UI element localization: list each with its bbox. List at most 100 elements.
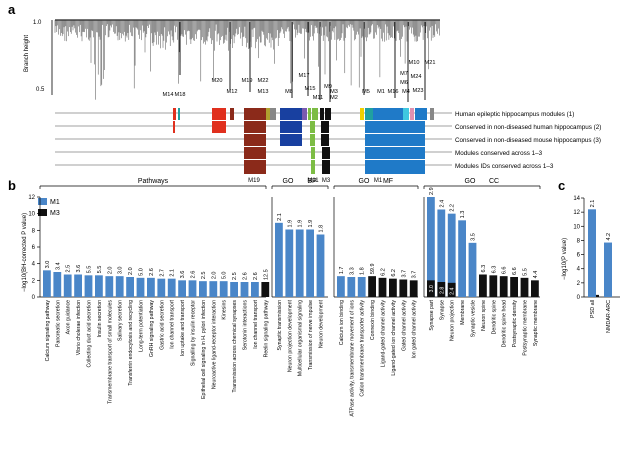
track-tail-2 [322,164,330,174]
top-module-label-M8: M8 [285,89,293,95]
c-category-label-1: NMDAR-ARC [606,300,612,333]
b-bar-m1-0-9 [136,277,145,297]
top-module-label-M2: M2 [330,95,338,101]
b-category-label-0-4: Collecting duct acid secretion [87,300,93,368]
b-bar-m1-0-0 [43,270,51,297]
b-bar-m3-3-1 [437,282,446,297]
top-module-label-M23: M23 [413,88,424,94]
dendrogram-branches [54,19,440,102]
b-bar-m1-0-14 [188,280,197,297]
track-label-1: Conserved in non-diseased human hippocam… [455,124,601,131]
track-tail-0 [244,164,266,174]
top-module-label-M12: M12 [227,89,238,95]
b-group-title-0: Pathways [138,178,169,185]
track-block-0 [173,108,176,120]
b-data-label-0-10: 2.6 [149,268,155,276]
b-bar-m1-0-17 [219,281,228,297]
track-tail-3 [365,164,425,174]
b-data-label-3-5: 6.3 [481,265,487,273]
b-data-label-1-0: 2.1 [277,213,283,221]
b-bar-m1-1-3 [306,229,314,297]
b-data-label-3-4: 3.5 [471,233,477,241]
legend-swatch-m3 [38,209,47,216]
b-data-label-0-12: 2.1 [170,269,176,277]
b-bar-m1-2-0 [337,276,345,297]
c-ytick-label-6: 12 [573,210,580,216]
track-block-16 [403,108,409,120]
b-data-label-1-1: 1.9 [287,220,293,228]
bar-chart-c: −log10(P value) 0 2 4 6 8 10 12 14 2.1 PSD all 4.2 N… [562,196,620,333]
b-bar-m1-1-1 [285,229,294,297]
track-block-28 [280,134,302,146]
b-data-label-0-20: 2.6 [253,272,259,280]
track-block-23 [280,121,302,133]
b-category-label-2-3: Connexin binding [370,300,376,340]
b-category-label-1-1: Neuron projection development [287,299,293,372]
b-data-label-0-19: 2.6 [243,272,249,280]
b-bar-m1-0-20 [251,282,259,297]
b-category-label-0-21: Reelin signaling pathway [263,300,269,358]
b-category-label-3-10: Synaptic membrane [533,300,539,346]
b-data-label-1-2: 1.9 [298,220,304,228]
track-block-34 [322,147,330,159]
b-data-label-2-7: 3.7 [412,271,418,279]
b-bar-m1-0-16 [209,281,218,297]
b-data-label-2-4: 6.2 [381,268,387,276]
top-module-label-M10: M10 [409,60,420,66]
b-category-label-0-9: Long-term potentiation [139,300,145,352]
b-category-label-3-8: Postsynaptic density [512,300,518,348]
b-category-label-0-3: Vibrio cholerae infection [76,300,82,355]
b-bar-m3-3-8 [510,277,518,297]
b-ytick-label-2: 4 [32,262,36,268]
dendrogram-ylabel: Branch height [24,35,30,72]
b-data-label-0-4: 5.5 [87,266,93,274]
track-block-27 [244,134,266,146]
b-ytick-label-6: 12 [28,195,35,201]
b-data-label-0-13: 3.6 [180,271,186,279]
b-inner-label-3-2: 2.4 [450,288,456,295]
b-category-label-1-3: Transmission of nerve impulse [308,300,314,370]
track-block-13 [360,108,364,120]
b-bar-m3-3-10 [531,280,539,297]
b-bar-m1-2-2 [357,277,366,297]
b-group-subtitle-2: MF [383,178,393,185]
b-data-label-0-21: 12.5 [263,269,269,280]
dendrogram-ytick-1: 1.0 [33,20,42,26]
b-category-label-0-11: Gastric acid secretion [159,300,165,350]
top-module-label-M22: M22 [258,78,269,84]
b-category-label-0-18: Transmission across chemical synapses [232,300,238,393]
legend-label-m3: M3 [50,210,60,217]
track-block-9 [308,108,311,120]
track-block-5 [266,108,270,120]
b-category-label-3-3: Membrane [460,300,466,325]
b-data-label-3-7: 6.6 [502,267,508,275]
b-category-label-1-2: Multicellular organismal signaling [298,300,304,376]
b-ylabel: −log10(BH-corrected P value) [22,213,28,292]
top-module-label-M3: M3 [330,89,338,95]
bottom-module-label-M11: M11 [307,178,319,184]
track-block-22 [244,121,266,133]
b-group-1: GO BP 2.1 Synaptic transmission 1.9 Neuron pr… [271,178,329,376]
b-category-label-2-5: Ligand-gated ion channel activity [391,300,397,376]
c-ytick-label-5: 10 [573,224,580,230]
dendrogram-ytick-2: 0.5 [36,87,45,93]
c-bar-m1-1 [604,242,612,297]
track-block-14 [365,108,373,120]
b-bar-m1-0-6 [105,276,114,297]
b-data-label-3-10: 4.4 [533,271,539,279]
b-group-title-2: GO [359,178,370,185]
c-ytick-label-2: 4 [577,267,581,273]
top-module-label-M4: M4 [402,89,410,95]
b-bar-m1-1-4 [316,234,325,297]
bar-chart-b: −log10(BH-corrected P value) M1 M3 0 2 4 6 8 10 1… [22,178,541,417]
b-inner-label-3-1: 2.8 [439,287,445,294]
c-ylabel: −log10(P value) [562,238,568,280]
b-ytick-label-3: 6 [32,245,36,251]
b-bar-m3-2-3 [368,276,376,297]
track-block-21 [212,121,226,133]
track-block-35 [365,147,425,159]
top-module-label-M1: M1 [377,89,385,95]
b-category-label-0-10: GnRH signaling pathway [149,300,155,357]
c-category-label-0: PSD all [590,300,596,318]
c-ytick-label-4: 8 [577,238,581,244]
